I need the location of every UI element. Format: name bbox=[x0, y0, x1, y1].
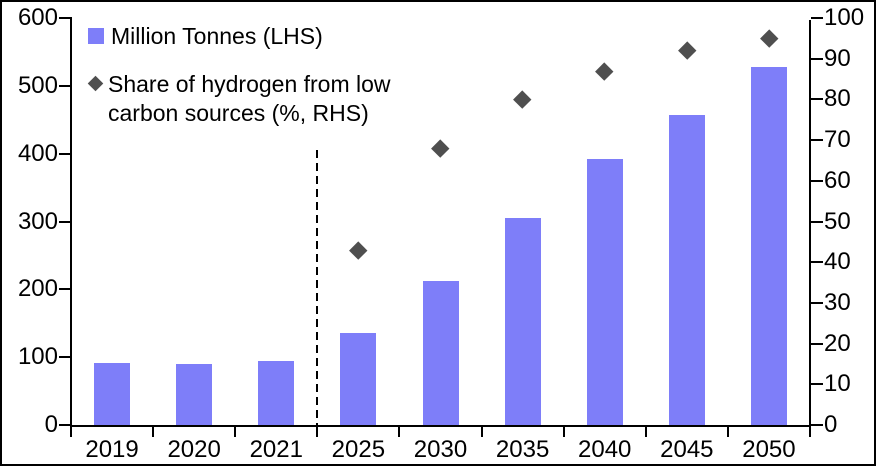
x-axis-tick bbox=[234, 427, 237, 437]
x-axis-tick bbox=[480, 427, 483, 437]
x-axis-tick bbox=[70, 427, 72, 437]
y-axis-left-tick-label: 0 bbox=[44, 411, 58, 438]
y-axis-left-tick bbox=[59, 356, 71, 359]
y-axis-right-tick bbox=[811, 98, 823, 101]
y-axis-right-tick-label: 50 bbox=[824, 207, 851, 235]
diamond-2040 bbox=[595, 62, 614, 80]
legend-item-million-tonnes: Million Tonnes (LHS) bbox=[88, 22, 428, 51]
legend-item-share: Share of hydrogen from low carbon source… bbox=[87, 70, 428, 128]
y-axis-left bbox=[70, 17, 72, 426]
y-axis-right-tick-label: 40 bbox=[824, 248, 851, 276]
y-axis-left-tick bbox=[59, 84, 71, 87]
y-axis-right-tick bbox=[811, 342, 823, 345]
bar-2019 bbox=[94, 363, 131, 425]
x-axis-tick bbox=[316, 427, 319, 437]
bar-2035 bbox=[504, 218, 541, 425]
x-axis-category-label: 2045 bbox=[660, 436, 714, 463]
y-axis-right-tick-label: 80 bbox=[824, 85, 851, 113]
y-axis-left-tick-label: 600 bbox=[17, 4, 58, 31]
diamond-2035 bbox=[513, 90, 532, 109]
y-axis-right-tick-label: 20 bbox=[824, 329, 851, 357]
diamond-2045 bbox=[677, 41, 696, 60]
bar-2020 bbox=[176, 363, 213, 425]
x-axis-category-label: 2040 bbox=[578, 436, 632, 463]
x-axis-tick bbox=[152, 427, 155, 437]
bar-2030 bbox=[422, 281, 459, 425]
y-axis-right-tick-label: 70 bbox=[824, 126, 851, 154]
bar-2040 bbox=[586, 159, 623, 425]
diamond-marker-icon bbox=[87, 75, 104, 92]
bar-2025 bbox=[340, 333, 377, 425]
y-axis-left-tick-label: 200 bbox=[17, 275, 58, 303]
y-axis-right-tick bbox=[811, 17, 823, 19]
y-axis-right-tick bbox=[811, 301, 823, 304]
y-axis-left-tick-label: 500 bbox=[17, 71, 58, 99]
x-axis-category-label: 2050 bbox=[742, 436, 796, 463]
y-axis-left-tick bbox=[59, 220, 71, 223]
legend-label-share: Share of hydrogen from low carbon source… bbox=[108, 71, 391, 126]
y-axis-left-tick-label: 400 bbox=[17, 139, 58, 167]
bar-2045 bbox=[668, 115, 705, 425]
bar-2021 bbox=[258, 360, 295, 425]
y-axis-right-tick-label: 90 bbox=[824, 44, 851, 72]
y-axis-left-tick bbox=[59, 17, 71, 19]
y-axis-right-tick-label: 0 bbox=[824, 411, 838, 438]
x-axis-tick bbox=[398, 427, 401, 437]
y-axis-left-tick bbox=[59, 152, 71, 155]
y-axis-right-tick bbox=[811, 57, 823, 60]
bar-2050 bbox=[750, 66, 787, 425]
x-axis-category-label: 2019 bbox=[85, 436, 139, 463]
diamond-2050 bbox=[760, 29, 778, 48]
x-axis-tick bbox=[644, 427, 647, 437]
y-axis-right-tick-label: 10 bbox=[824, 370, 851, 398]
y-axis-right-tick bbox=[811, 139, 823, 142]
y-axis-right-tick-label: 30 bbox=[824, 288, 851, 316]
y-axis-left-tick bbox=[59, 288, 71, 291]
y-axis-right-tick bbox=[811, 179, 823, 182]
diamond-2030 bbox=[431, 139, 450, 158]
y-axis-right-tick bbox=[811, 424, 823, 426]
diamond-2025 bbox=[349, 241, 368, 259]
bar-series-swatch-icon bbox=[88, 28, 104, 44]
x-axis-tick bbox=[809, 427, 811, 437]
y-axis-left-tick-label: 100 bbox=[17, 343, 58, 371]
x-axis-tick bbox=[726, 427, 729, 437]
y-axis-right-tick-label: 100 bbox=[824, 4, 865, 31]
legend-label-million-tonnes: Million Tonnes (LHS) bbox=[111, 23, 323, 49]
legend: Million Tonnes (LHS) Share of hydrogen f… bbox=[87, 22, 428, 128]
y-axis-left-tick bbox=[59, 424, 71, 426]
y-axis-right-tick bbox=[811, 220, 823, 223]
x-axis-category-label: 2021 bbox=[249, 436, 303, 463]
y-axis-right bbox=[809, 20, 811, 426]
y-axis-right-tick bbox=[811, 383, 823, 386]
y-axis-right-tick bbox=[811, 261, 823, 264]
x-axis bbox=[70, 425, 811, 427]
x-axis-tick bbox=[562, 427, 565, 437]
x-axis-category-label: 2035 bbox=[495, 436, 550, 463]
y-axis-right-tick-label: 60 bbox=[824, 166, 851, 194]
x-axis-category-label: 2020 bbox=[167, 436, 221, 463]
forecast-divider-line bbox=[316, 150, 319, 425]
x-axis-category-label: 2030 bbox=[413, 436, 468, 463]
y-axis-left-tick-label: 300 bbox=[17, 207, 58, 235]
x-axis-category-label: 2025 bbox=[331, 436, 386, 463]
